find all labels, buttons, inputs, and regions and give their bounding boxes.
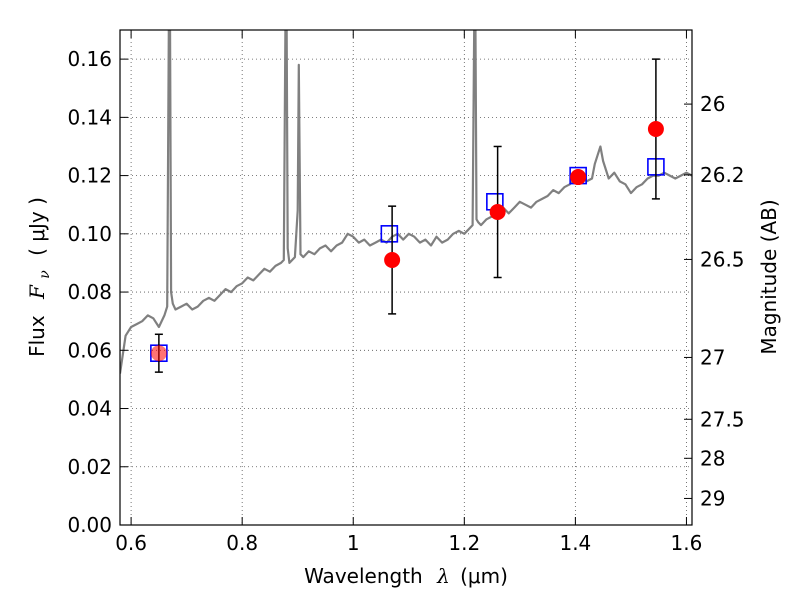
y2-tick-label: 27.5 (700, 407, 745, 431)
y-tick-label: 0.08 (67, 280, 112, 304)
y2-tick-label: 26 (700, 92, 725, 116)
observed-point-marker (150, 345, 167, 362)
observed-point-marker (384, 252, 401, 269)
axes-ticks: 0.6 0.8 1 1.2 1.4 1.6 0.00 0.02 0.04 0.06 0.08 0.10… (67, 30, 745, 555)
y-tick-label: 0.14 (67, 105, 112, 129)
plot-area (120, 30, 692, 374)
x-axis-label: Wavelength λ (μm) (304, 564, 508, 588)
y-tick-label: 0.12 (67, 164, 112, 188)
observed-point-marker (489, 203, 506, 220)
y2-tick-label: 27 (700, 345, 725, 369)
y2-tick-label: 29 (700, 486, 725, 510)
observed-point-marker (647, 121, 664, 137)
x-tick-label: 0.8 (226, 531, 258, 555)
y2-tick-label: 26.2 (700, 163, 745, 187)
y-tick-label: 0.10 (67, 222, 112, 246)
y-tick-label: 0.04 (67, 397, 112, 421)
y2-tick-label: 26.5 (700, 247, 745, 271)
model-square-marker (380, 225, 399, 243)
y-axis-label: Flux F ν ( μJy ) (25, 197, 54, 357)
plot-frame (119, 29, 693, 526)
x-tick-label: 1.2 (448, 531, 480, 555)
y-tick-label: 0.06 (67, 338, 112, 362)
x-tick-label: 0.6 (115, 531, 147, 555)
x-tick-label: 1 (347, 531, 360, 555)
x-tick-label: 1.4 (559, 531, 591, 555)
y2-axis-label: Magnitude (AB) (757, 199, 781, 354)
x-tick-label: 1.6 (671, 531, 703, 555)
y-tick-label: 0.00 (67, 513, 112, 537)
observed-point-marker (570, 169, 587, 186)
y2-tick-label: 28 (700, 446, 725, 470)
y-tick-label: 0.16 (67, 47, 112, 71)
grid (120, 30, 692, 526)
spectrum-line (120, 30, 692, 374)
y-tick-label: 0.02 (67, 455, 112, 479)
